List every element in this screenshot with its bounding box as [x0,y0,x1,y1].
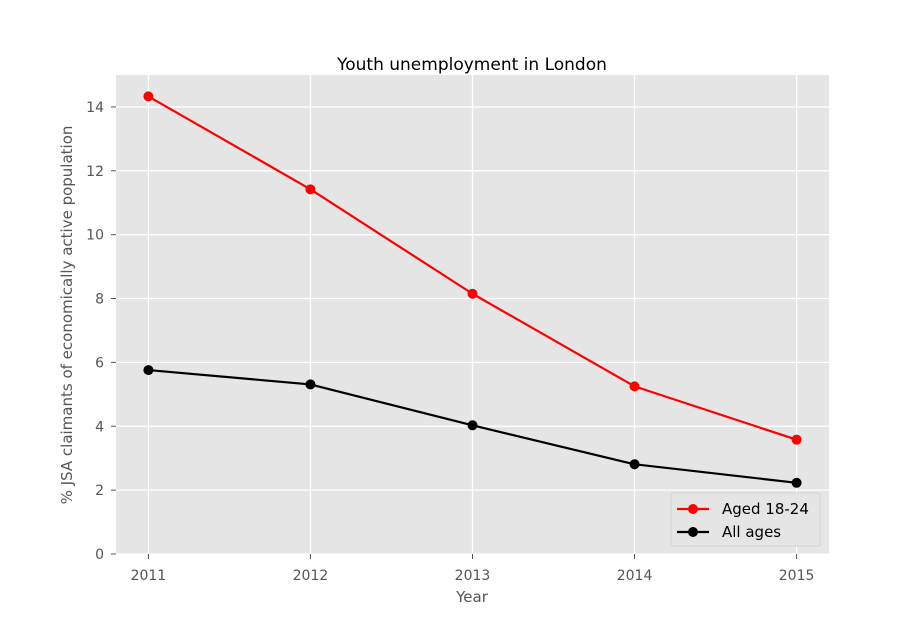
grid-lines [116,75,829,555]
legend-label-aged-18-24: Aged 18-24 [722,500,809,518]
y-tick-label: 10 [86,228,104,244]
data-point-aged-18-24 [629,381,640,392]
y-tick-label: 12 [86,164,104,180]
y-tick-label: 8 [95,292,104,308]
data-point-aged-18-24 [467,288,478,299]
x-tick-label: 2014 [617,568,653,584]
legend-marker-all-ages [688,527,698,537]
axis-ticks: 0 2 4 6 8 10 12 14 2011 2012 2013 2014 2015 [86,100,814,584]
data-point-all-ages [143,365,154,376]
data-point-aged-18-24 [791,434,802,445]
series-lines [143,91,802,488]
data-point-all-ages [791,477,802,488]
legend: Aged 18-24 All ages [670,492,821,547]
x-tick-label: 2015 [779,568,815,584]
y-tick-label: 0 [95,547,104,563]
data-point-all-ages [305,379,316,390]
data-point-all-ages [629,459,640,470]
data-point-all-ages [467,420,478,431]
data-point-aged-18-24 [305,184,316,195]
x-tick-label: 2013 [455,568,491,584]
chart-title: Youth unemployment in London [336,55,607,75]
x-tick-label: 2011 [131,568,167,584]
y-tick-label: 6 [95,355,104,371]
legend-marker-aged-18-24 [688,504,698,514]
x-axis-label: Year [455,588,489,606]
y-tick-label: 14 [86,100,104,116]
y-axis-label: % JSA claimants of economically active p… [58,126,76,505]
data-point-aged-18-24 [143,91,154,102]
y-tick-label: 2 [95,483,104,499]
y-tick-label: 4 [95,419,104,435]
x-tick-label: 2012 [293,568,329,584]
legend-label-all-ages: All ages [722,523,781,541]
